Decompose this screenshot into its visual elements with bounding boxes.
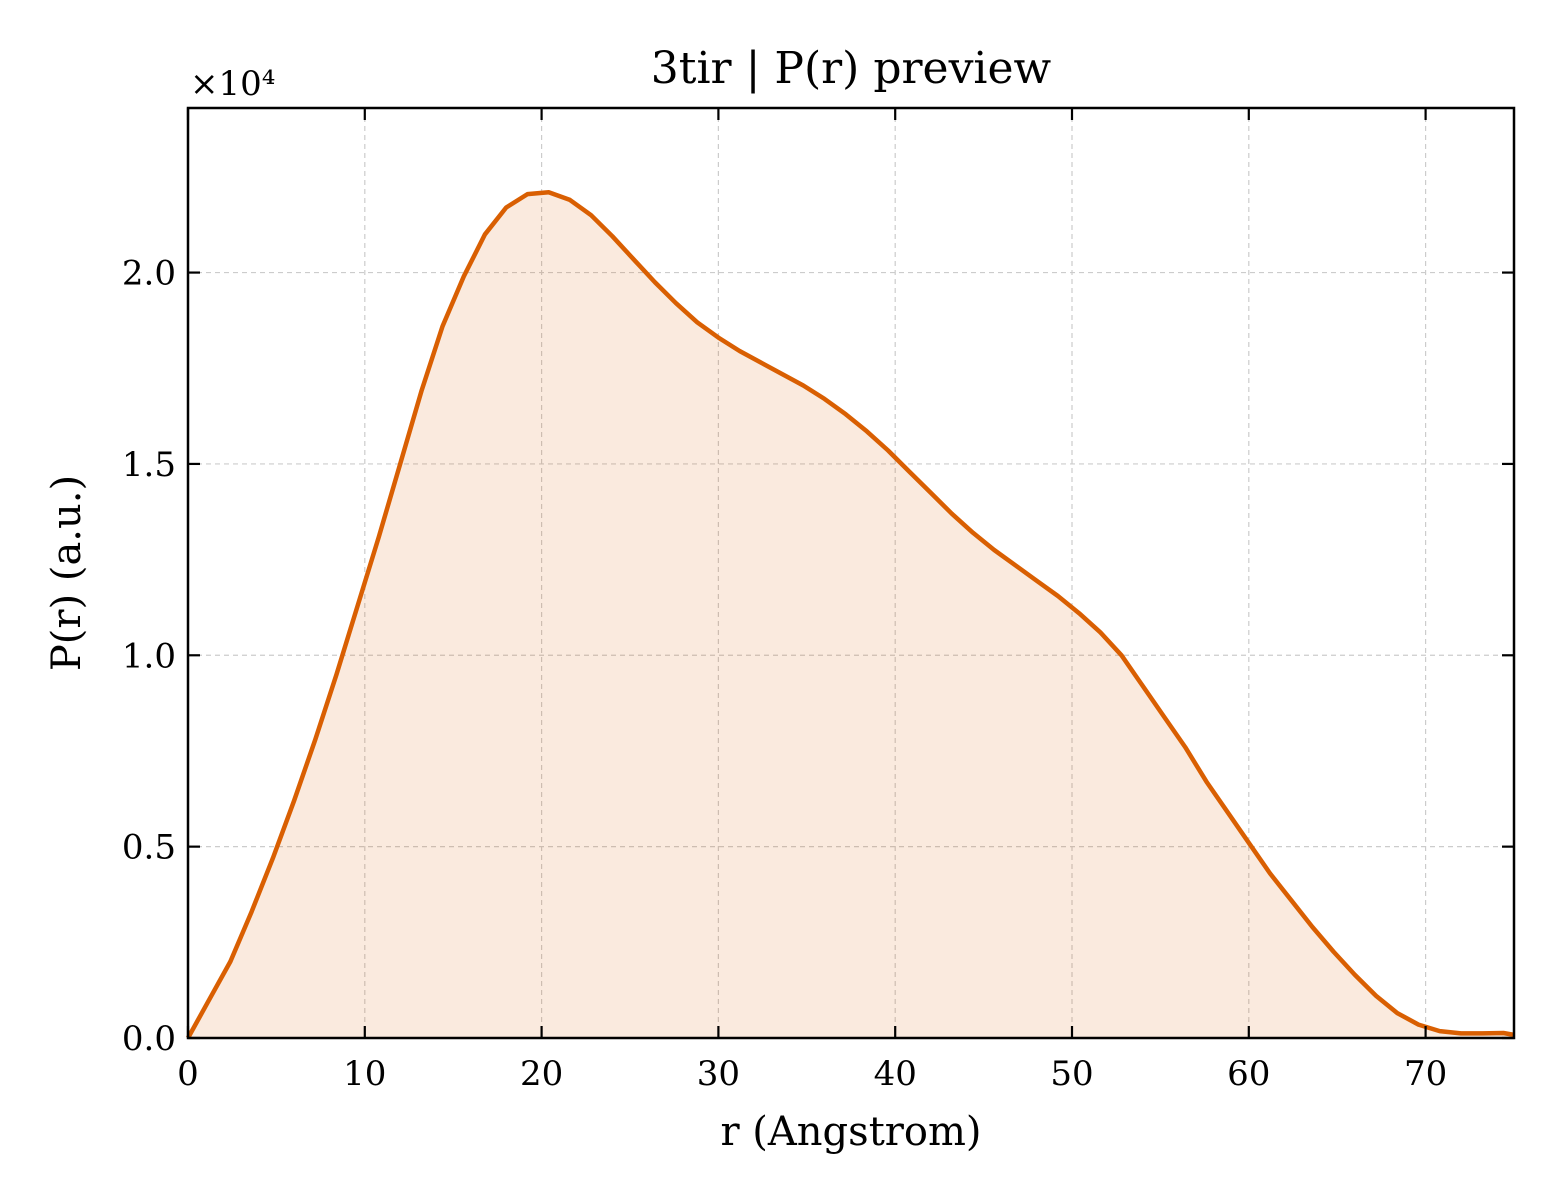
y-multiplier-label: ×10⁴ (190, 64, 275, 104)
x-tick-label: 0 (177, 1054, 199, 1094)
pr-line (186, 189, 1515, 1040)
y-tick-label: 2.0 (122, 254, 176, 294)
x-tick-label: 70 (1404, 1054, 1447, 1094)
x-axis-label: r (Angstrom) (720, 1109, 981, 1155)
y-tick-label: 0.5 (122, 828, 176, 868)
x-tick-label: 20 (520, 1054, 563, 1094)
x-tick-label: 10 (343, 1054, 386, 1094)
chart-title: 3tir | P(r) preview (651, 43, 1052, 94)
tick-labels: 0 10 20 30 40 50 60 70 0.0 0.5 1.0 1.5 2.0 (122, 254, 1447, 1094)
x-tick-label: 40 (874, 1054, 917, 1094)
y-tick-label: 0.0 (122, 1019, 176, 1059)
x-tick-label: 30 (697, 1054, 740, 1094)
pr-area-fill (188, 192, 1514, 1038)
ticks (186, 108, 1514, 1040)
x-tick-label: 60 (1227, 1054, 1270, 1094)
y-tick-label: 1.0 (122, 636, 176, 676)
y-axis-label: P(r) (a.u.) (44, 475, 90, 671)
y-tick-label: 1.5 (122, 445, 176, 485)
x-tick-label: 50 (1050, 1054, 1093, 1094)
plot-frame (186, 106, 1516, 1040)
